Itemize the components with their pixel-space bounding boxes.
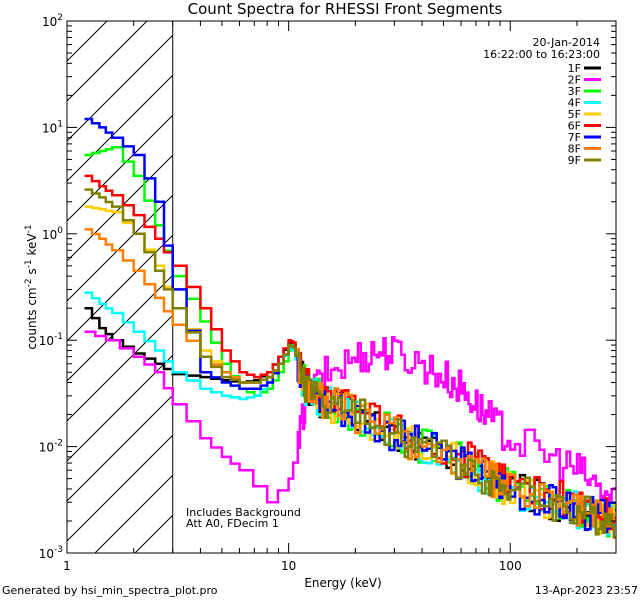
hatch-line xyxy=(67,314,174,422)
hatch-line xyxy=(67,74,174,182)
x-axis-label: Energy (keV) xyxy=(304,576,381,590)
legend-time-range: 16:22:00 to 16:23:00 xyxy=(483,48,600,61)
x-tick-label: 1 xyxy=(63,559,71,573)
legend-label-1F: 1F xyxy=(568,62,581,75)
hatch-line xyxy=(67,21,108,62)
plot-timestamp: 13-Apr-2023 23:57 xyxy=(535,584,638,597)
series-line-4F xyxy=(84,291,616,536)
annotation-attenuator: Att A0, FDecim 1 xyxy=(186,517,279,530)
hatch-line xyxy=(67,434,174,542)
series-lines xyxy=(84,117,616,539)
generated-by: Generated by hsi_min_spectra_plot.pro xyxy=(2,584,218,597)
x-tick-label: 100 xyxy=(499,559,522,573)
legend-label-7F: 7F xyxy=(568,131,581,144)
legend-label-3F: 3F xyxy=(568,85,581,98)
hatch-line xyxy=(67,274,174,382)
series-line-2F xyxy=(84,330,616,504)
legend-date: 20-Jan-2014 xyxy=(533,36,601,49)
y-axis-label: counts cm-2 s-1 keV-1 xyxy=(24,224,39,349)
legend-label-8F: 8F xyxy=(568,143,581,156)
legend-label-9F: 9F xyxy=(568,154,581,167)
legend-label-4F: 4F xyxy=(568,97,581,110)
y-tick-label: 100 xyxy=(42,226,63,242)
hatch-line xyxy=(94,474,174,553)
y-tick-label: 102 xyxy=(42,13,63,29)
chart-title: Count Spectra for RHESSI Front Segments xyxy=(188,0,503,18)
hatched-region xyxy=(67,21,174,553)
y-tick-label: 10-1 xyxy=(39,332,63,348)
hatch-line xyxy=(134,514,174,553)
x-tick-label: 10 xyxy=(281,559,296,573)
legend-label-5F: 5F xyxy=(568,108,581,121)
hatch-line xyxy=(67,34,174,142)
hatch-line xyxy=(67,114,174,222)
legend-label-6F: 6F xyxy=(568,120,581,133)
y-tick-label: 10-2 xyxy=(39,439,63,455)
hatch-line xyxy=(67,21,148,102)
hatch-line xyxy=(67,154,174,262)
legend-label-2F: 2F xyxy=(568,74,581,87)
plot-frame xyxy=(66,20,617,554)
axis-ticks: 1 10 100 102 101 100 10-1 10-2 10-3 xyxy=(39,13,617,573)
hatch-line xyxy=(67,21,68,22)
y-tick-label: 10-3 xyxy=(39,545,63,561)
annotation-background: Includes Background xyxy=(186,506,301,519)
series-line-7F xyxy=(84,117,616,534)
series-line-9F xyxy=(84,188,616,539)
y-tick-label: 101 xyxy=(42,119,63,135)
hatch-line xyxy=(67,394,174,502)
